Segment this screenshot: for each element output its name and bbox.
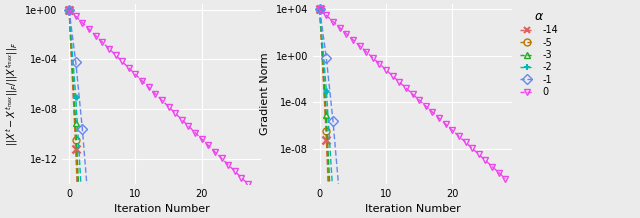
X-axis label: Iteration Number: Iteration Number — [114, 204, 210, 214]
Legend: -14, -5, -3, -2, -1, 0: -14, -5, -3, -2, -1, 0 — [519, 9, 559, 98]
X-axis label: Iteration Number: Iteration Number — [365, 204, 460, 214]
Y-axis label: $||X^t - X^{t_{max}}||_F/||X^{t_{max}}||_F$: $||X^t - X^{t_{max}}||_F/||X^{t_{max}}||… — [4, 42, 20, 146]
Y-axis label: Gradient Norm: Gradient Norm — [260, 53, 270, 135]
